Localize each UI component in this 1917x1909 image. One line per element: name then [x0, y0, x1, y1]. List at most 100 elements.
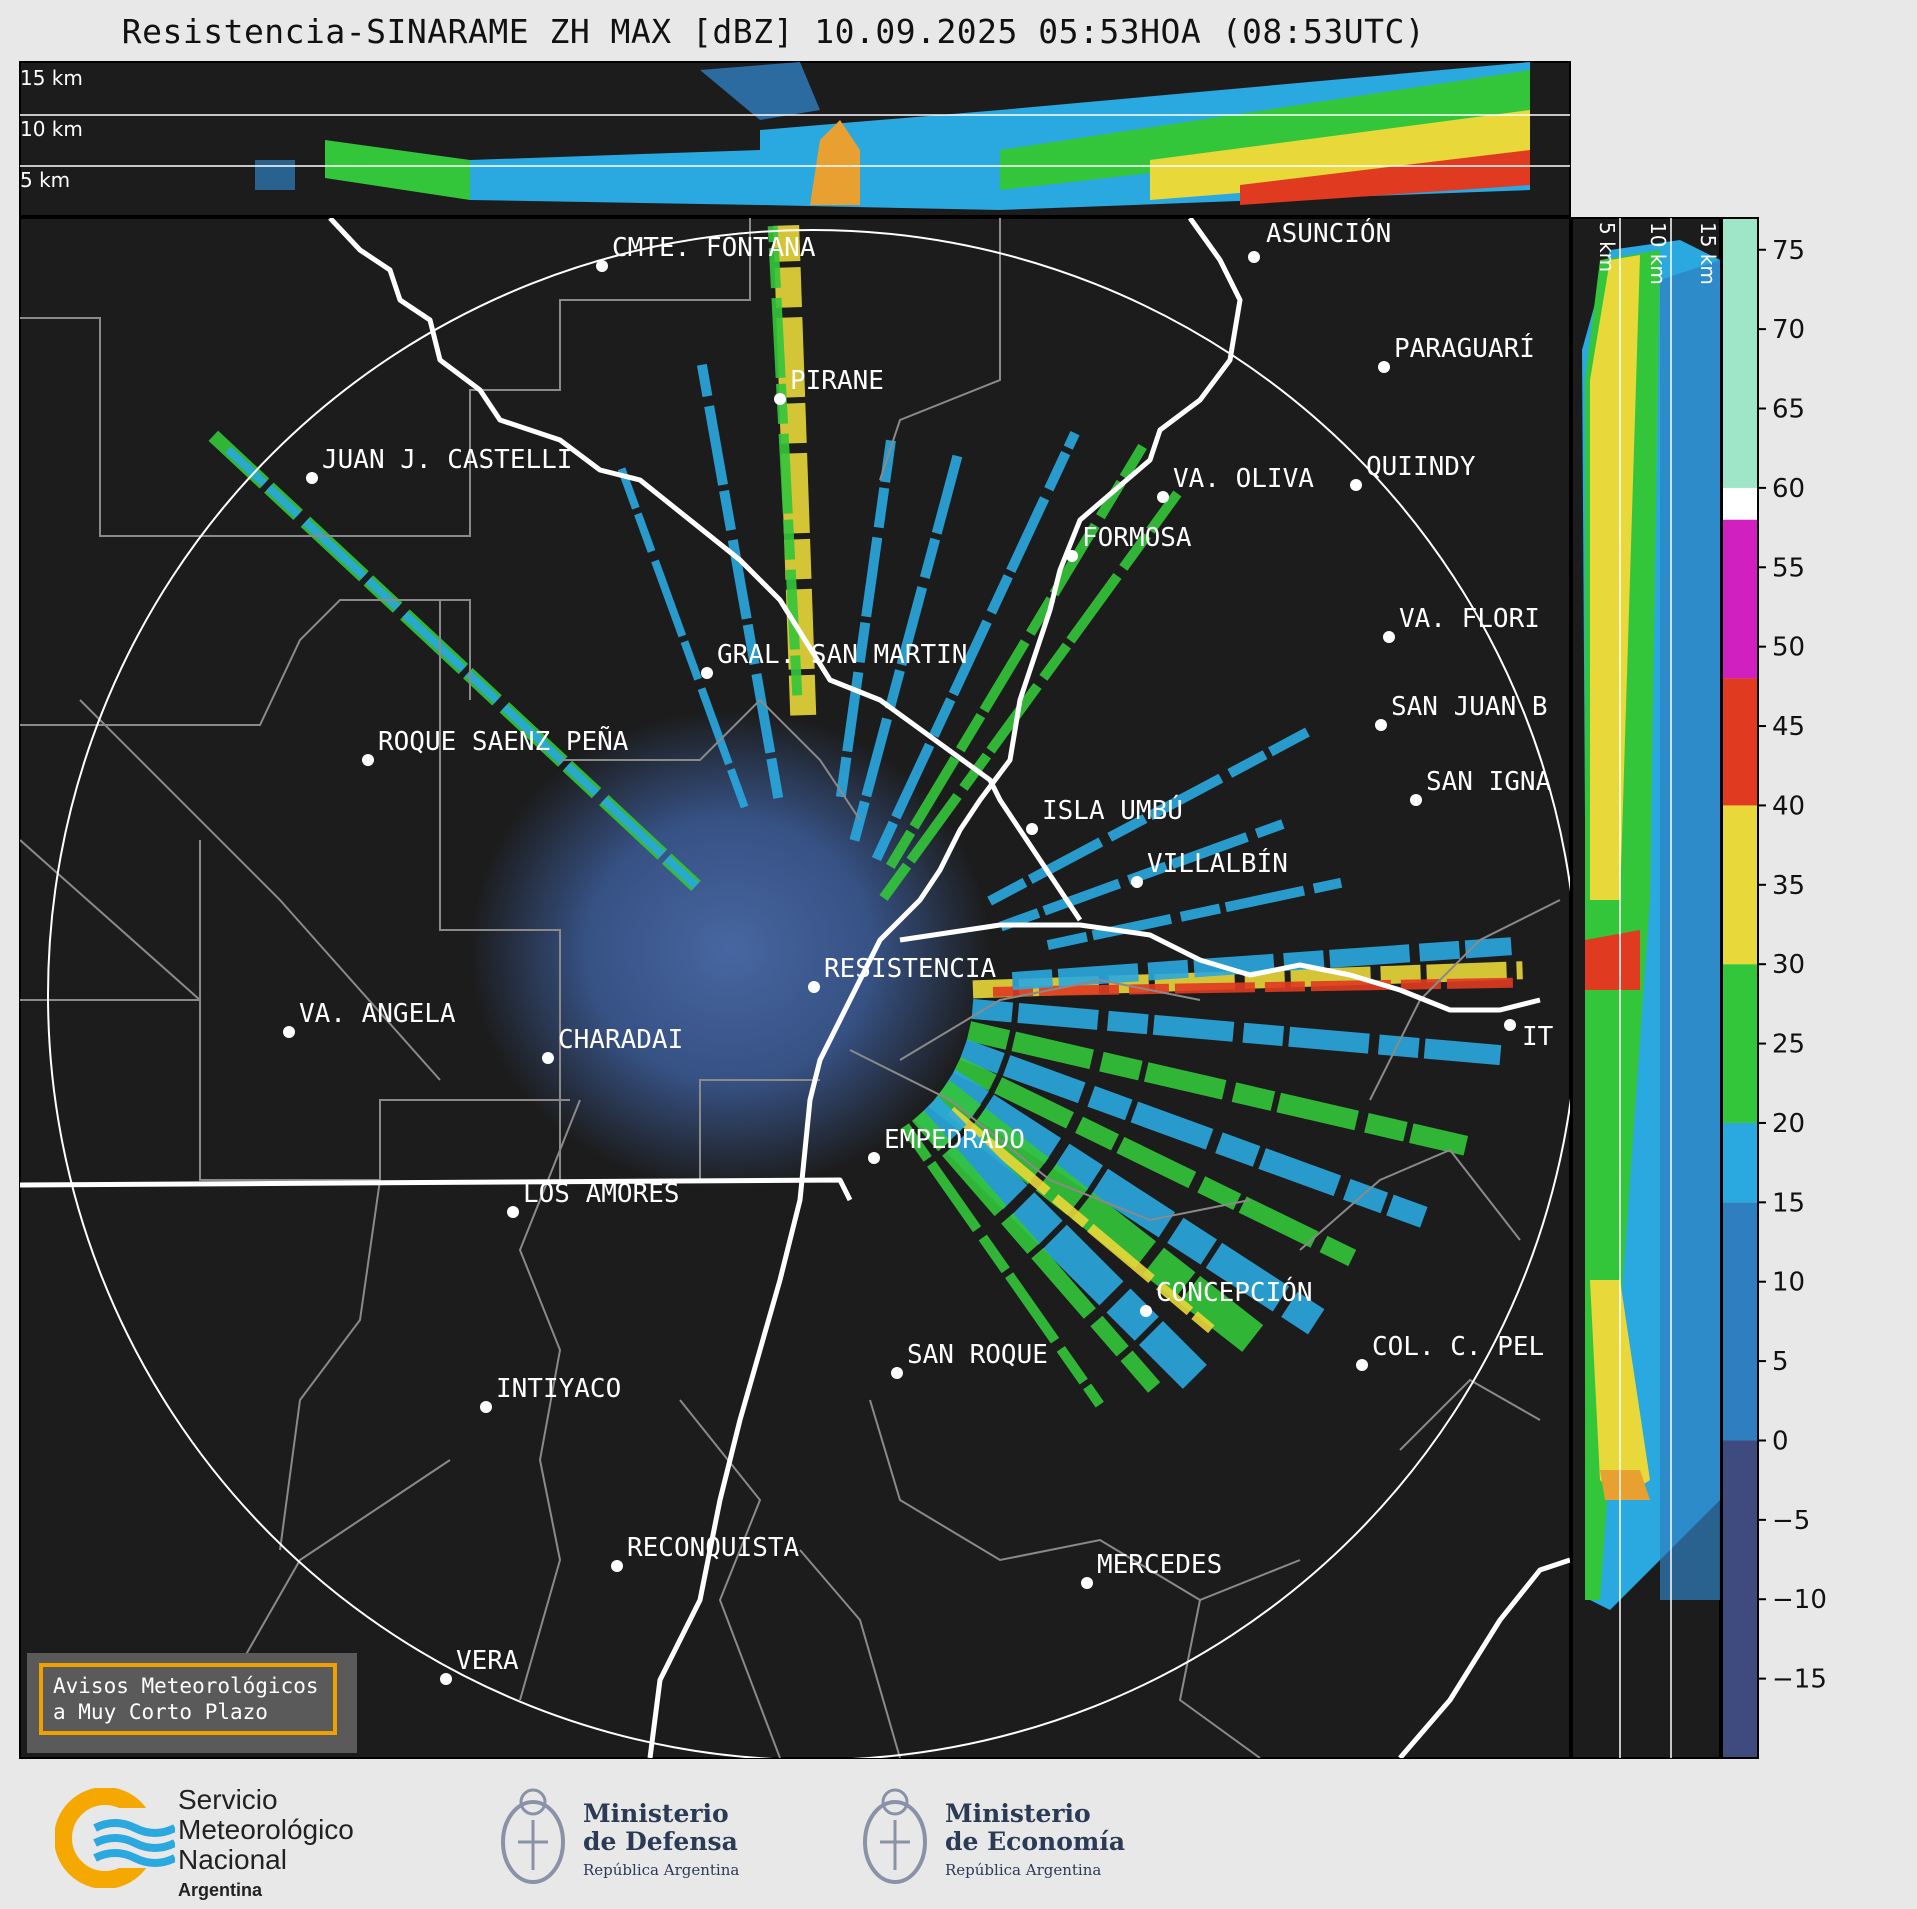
- city-dot: [542, 1052, 554, 1064]
- echo-spoke: [939, 1069, 1325, 1335]
- echo-spoke: [849, 452, 963, 842]
- economia-seal-icon: [863, 1788, 927, 1884]
- side-height-label-10: 10 km: [1646, 222, 1670, 285]
- echo-spoke: [987, 727, 1310, 906]
- rivers-borders: [20, 218, 1570, 1758]
- colorbar-band: [1722, 487, 1758, 520]
- city-dot: [283, 1026, 295, 1038]
- side-height-label-5: 5 km: [1595, 222, 1619, 272]
- colorbar-band: [1722, 805, 1758, 965]
- city-label: COL. C. PEL: [1372, 1332, 1544, 1362]
- top-height-label-10: 10 km: [20, 117, 83, 141]
- map-title: Resistencia-SINARAME ZH MAX [dBZ] 10.09.…: [121, 12, 1426, 51]
- economia-logo-text: Ministerio de Economía República Argenti…: [945, 1799, 1126, 1880]
- city-dot: [1066, 550, 1078, 562]
- city-label: PIRANE: [790, 366, 884, 396]
- city-dot: [1375, 719, 1387, 731]
- colorbar-tick-label: 60: [1772, 474, 1805, 504]
- echo-spoke: [879, 490, 1182, 901]
- defensa-logo-text: Ministerio de Defensa República Argentin…: [583, 1799, 740, 1880]
- warning-badge[interactable]: Avisos Meteorológicos a Muy Corto Plazo: [27, 1653, 357, 1753]
- colorbar-tick-label: 40: [1772, 791, 1805, 821]
- city-label: QUIINDY: [1366, 452, 1476, 482]
- city-label: VA. OLIVA: [1173, 464, 1314, 494]
- colorbar-tick-label: 70: [1772, 315, 1805, 345]
- colorbar-band: [1722, 1122, 1758, 1203]
- main-map-panel: CMTE. FONTANA ASUNCIÓN PARAGUARÍ PIRANE JUAN…: [19, 217, 1571, 1759]
- city-dot: [507, 1206, 519, 1218]
- city-label: RESISTENCIA: [824, 954, 997, 984]
- colorbar-tick-label: 75: [1772, 236, 1805, 266]
- city-dot: [362, 754, 374, 766]
- colorbar-frame: [1721, 217, 1759, 1759]
- colorbar-band: [1722, 218, 1758, 488]
- colorbar-band: [1722, 964, 1758, 1123]
- warning-line-2: a Muy Corto Plazo: [53, 1700, 268, 1724]
- colorbar-tick-label: 65: [1772, 395, 1805, 425]
- colorbar-tick-label: 15: [1772, 1188, 1805, 1218]
- colorbar-tick-label: 35: [1772, 871, 1805, 901]
- city-label: PARAGUARÍ: [1394, 332, 1535, 364]
- side-height-label-15: 15 km: [1696, 222, 1720, 285]
- colorbar-tick-label: 45: [1772, 712, 1805, 742]
- city-label: VERA: [456, 1646, 519, 1676]
- city-label: VA. ANGELA: [299, 999, 456, 1029]
- city-dot: [1378, 361, 1390, 373]
- echo-spoke: [1011, 937, 1512, 991]
- echo-spoke: [992, 977, 1513, 997]
- city-dot: [1248, 251, 1260, 263]
- echo-spoke: [617, 467, 749, 809]
- echo-spoke: [835, 439, 896, 798]
- city-dot: [1410, 794, 1422, 806]
- colorbar-tick-label: 10: [1772, 1268, 1805, 1298]
- radar-spokes: [208, 225, 1523, 1408]
- colorbar-tick-label: 50: [1772, 633, 1805, 663]
- city-dot: [891, 1367, 903, 1379]
- city-dot: [1350, 479, 1362, 491]
- admin-boundaries: [20, 218, 1561, 1758]
- city-dot: [1157, 491, 1169, 503]
- city-label: CONCEPCIÓN: [1156, 1276, 1313, 1308]
- city-dot: [1131, 876, 1143, 888]
- city-label: VILLALBÍN: [1147, 847, 1288, 879]
- city-label: ASUNCIÓN: [1266, 217, 1391, 249]
- echo-spoke: [966, 1021, 1469, 1156]
- city-dot: [1356, 1359, 1368, 1371]
- city-label: FORMOSA: [1082, 523, 1192, 553]
- city-label: ISLA UMBÚ: [1042, 794, 1183, 826]
- echo-spoke: [952, 1057, 1357, 1267]
- footer-logos: Servicio Meteorológico Nacional Argentin…: [0, 1760, 1917, 1909]
- city-label: SAN ROQUE: [907, 1340, 1048, 1370]
- side-cross-section-panel: 5 km 10 km 15 km: [1571, 217, 1721, 1759]
- city-dot: [611, 1560, 623, 1572]
- echo-spoke: [885, 443, 1147, 870]
- echo-spoke: [900, 1123, 1104, 1408]
- city-label: SAN IGNA: [1426, 767, 1552, 797]
- colorbar-tick-label: 25: [1772, 1030, 1805, 1060]
- colorbar-tick-label: 0: [1772, 1426, 1789, 1456]
- city-label: VA. FLORI: [1399, 604, 1540, 634]
- echo-spoke: [696, 363, 784, 799]
- echo-spoke: [911, 1110, 1161, 1393]
- top-height-label-15: 15 km: [20, 66, 83, 90]
- city-dot: [596, 260, 608, 272]
- city-dot: [480, 1401, 492, 1413]
- defensa-seal-icon: [501, 1788, 565, 1884]
- city-label: INTIYACO: [496, 1374, 621, 1404]
- city-label: SAN JUAN B: [1391, 692, 1548, 722]
- city-dot: [440, 1673, 452, 1685]
- city-dot: [306, 472, 318, 484]
- city-dot: [1081, 1577, 1093, 1589]
- city-label: IT: [1522, 1022, 1554, 1052]
- colorbar-band: [1722, 1202, 1758, 1441]
- smn-logo-text: Servicio Meteorológico Nacional Argentin…: [178, 1784, 354, 1901]
- city-label: JUAN J. CASTELLI: [322, 445, 572, 475]
- echo-spoke: [225, 446, 699, 889]
- top-height-label-5: 5 km: [20, 168, 70, 192]
- city-dot: [868, 1152, 880, 1164]
- colorbar-band: [1722, 519, 1758, 679]
- city-markers: CMTE. FONTANA ASUNCIÓN PARAGUARÍ PIRANE JUAN…: [283, 217, 1554, 1685]
- colorbar-tick-label: −10: [1772, 1585, 1827, 1615]
- city-label: RECONQUISTA: [627, 1533, 800, 1563]
